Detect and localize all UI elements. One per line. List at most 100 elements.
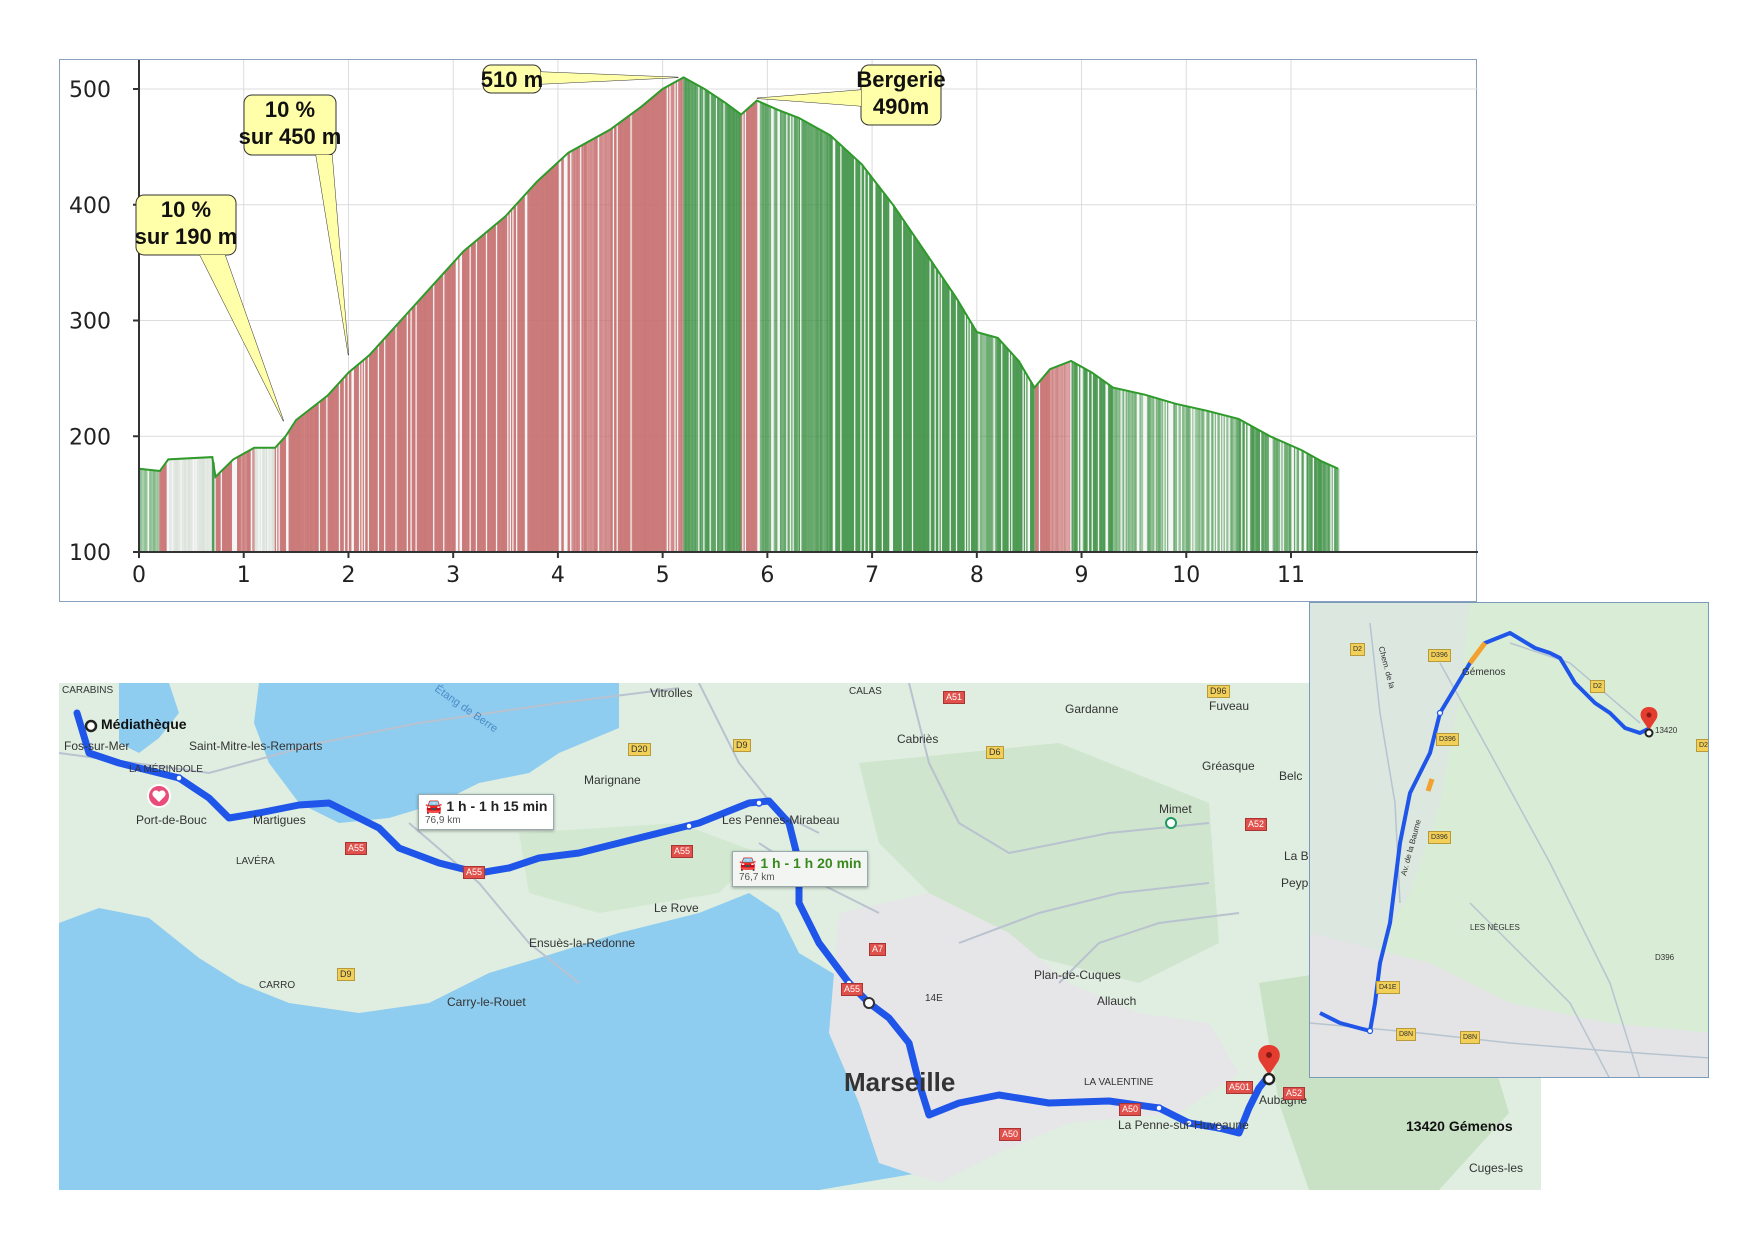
gradient-stripe [331,391,333,552]
place-label: Carry-le-Rouet [447,995,526,1009]
gradient-stripe [778,110,781,552]
inset-map-canvas[interactable] [1310,603,1709,1078]
gradient-stripe [435,282,438,552]
gradient-stripe [1110,385,1113,552]
gradient-stripe [1194,408,1197,552]
gradient-stripe [710,93,713,553]
gradient-stripe [1242,420,1244,552]
gradient-stripe [739,113,742,552]
place-label: Martigues [253,813,306,827]
gradient-stripe [375,348,377,552]
gradient-stripe [1192,407,1194,552]
gradient-stripe [539,178,542,552]
gradient-stripe [933,264,935,552]
gradient-stripe [507,214,509,552]
gradient-stripe [771,106,773,552]
gradient-stripe [411,308,414,552]
y-tick-label: 400 [69,194,111,219]
gradient-stripe [815,126,817,552]
start-marker[interactable] [84,719,98,733]
place-label: Marignane [584,773,641,787]
road-shield: D396 [1428,649,1451,662]
gradient-stripe [845,149,847,552]
gradient-stripe [439,277,441,552]
waypoint-marker[interactable] [863,997,875,1009]
place-label: 14E [925,993,943,1004]
gradient-stripe [560,160,562,553]
driving-route-line[interactable] [73,709,1271,1137]
place-label: Cabriès [897,732,939,746]
gradient-stripe [1001,341,1003,552]
gradient-stripe [654,95,656,552]
route-option-main[interactable]: 🚘 1 h - 1 h 15 min 76,9 km [418,794,555,830]
gradient-stripe [836,141,839,552]
annotation-callout: 510 m [481,64,679,94]
map-canvas[interactable] [59,683,1541,1190]
x-tick-label: 0 [132,563,146,588]
gradient-stripe [969,320,972,552]
gradient-stripe [1061,364,1063,552]
gradient-stripe [748,107,751,552]
gradient-stripe [1217,413,1219,552]
gradient-stripe [704,89,707,552]
gradient-stripe [1087,370,1090,552]
gradient-stripe [186,458,189,552]
gradient-stripe [1302,450,1305,552]
gradient-stripe [321,400,323,552]
gradient-stripe [821,130,823,552]
gradient-stripe [399,322,401,552]
gradient-stripe [1084,368,1086,552]
gradient-stripe [380,343,382,552]
gradient-stripe [745,110,748,553]
gradient-stripe [715,96,718,552]
gradient-stripe [1177,404,1179,552]
route-map[interactable]: CARABINS Médiathèque Fos-sur-Mer Saint-M… [59,683,1541,1190]
gradient-stripe [483,234,485,552]
start-label[interactable]: Médiathèque [101,716,187,732]
road-shield: A7 [869,943,887,956]
gradient-stripe [546,173,548,552]
gradient-stripe [385,337,387,552]
gradient-stripe [1221,414,1223,552]
gradient-stripe [419,300,421,552]
gradient-stripe [875,182,877,553]
gradient-stripe [747,109,749,552]
gradient-stripe [744,111,747,553]
gradient-stripe [666,86,669,552]
gradient-stripe [939,273,942,552]
inset-map-gemenos[interactable]: Gémenos 13420 LES NÈGLES Chem. de la Av.… [1309,602,1709,1078]
gradient-stripe [1017,359,1020,552]
gradient-stripe [522,197,524,552]
gradient-stripe [904,221,906,552]
favorite-heart-icon[interactable] [147,784,171,808]
gradient-stripe [795,116,797,552]
gradient-stripe [880,188,883,553]
destination-label[interactable]: 13420 Gémenos [1406,1118,1513,1134]
gradient-stripe [220,471,223,552]
gradient-stripe [1028,378,1031,552]
gradient-stripe [803,120,806,552]
gradient-stripe [368,355,371,552]
gradient-stripe [1168,401,1170,552]
gradient-stripe [265,447,268,552]
inset-destination-pin-icon[interactable] [1640,707,1658,738]
gradient-stripe [226,465,229,552]
gradient-stripe [1273,437,1276,552]
gradient-stripe [1252,426,1255,552]
gradient-stripe [166,461,169,552]
destination-pin-icon[interactable] [1258,1045,1280,1086]
road-shield: D396 [1436,733,1459,746]
gradient-stripe [379,344,381,552]
gradient-stripe [1169,401,1172,552]
gradient-stripe [1315,457,1317,552]
gradient-stripe [962,307,964,552]
gradient-stripe [184,458,186,552]
poi-marker[interactable] [1165,817,1177,829]
route-option-alternative[interactable]: 🚘 1 h - 1 h 20 min 76,7 km [732,851,869,887]
gradient-stripe [428,290,430,552]
gradient-stripe [480,236,483,552]
gradient-stripe [598,135,601,552]
gradient-stripe [999,340,1002,552]
gradient-stripe [492,227,494,552]
gradient-stripe [1199,409,1202,552]
